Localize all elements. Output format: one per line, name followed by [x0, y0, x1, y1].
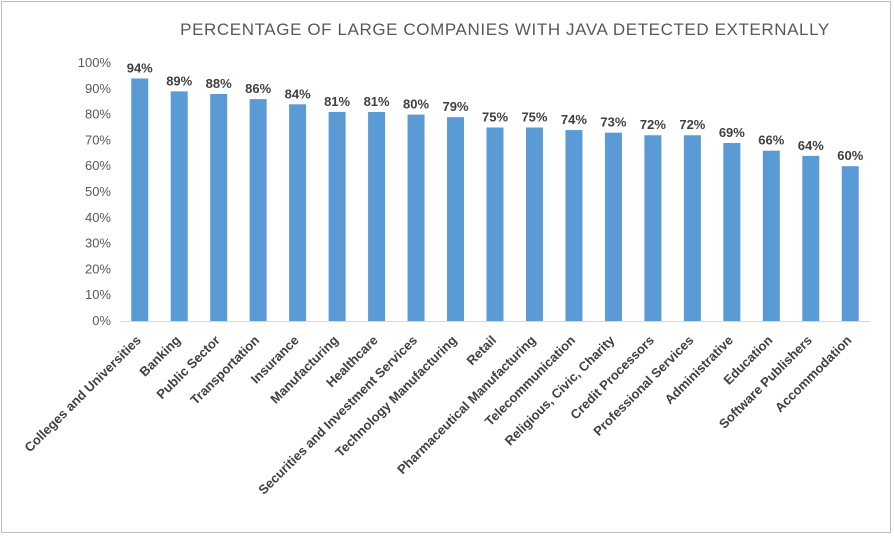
data-label: 60%	[837, 148, 863, 163]
x-tick-label: Manufacturing	[267, 332, 341, 406]
bar	[802, 155, 820, 321]
x-tick-label: Administrative	[661, 333, 735, 407]
y-tick-label: 50%	[85, 184, 111, 199]
data-labels: 94% 89% 88% 86% 84% 81% 81% 80% 79% 75% 75% 74% 73% 7…	[127, 60, 864, 163]
bar	[328, 112, 346, 322]
y-tick-label: 80%	[85, 107, 111, 122]
bar	[604, 132, 622, 321]
x-tick-label: Colleges and Universities	[21, 333, 143, 455]
data-label: 88%	[206, 76, 232, 91]
bar	[407, 114, 425, 321]
data-label: 84%	[285, 86, 311, 101]
y-tick-label: 20%	[85, 261, 111, 276]
data-label: 79%	[443, 99, 469, 114]
data-label: 94%	[127, 60, 153, 75]
bars	[131, 78, 859, 322]
bar	[249, 99, 267, 322]
data-label: 89%	[166, 73, 192, 88]
data-label: 81%	[324, 94, 350, 109]
data-label: 74%	[561, 112, 587, 127]
data-label: 72%	[679, 117, 705, 132]
bar	[170, 91, 188, 321]
data-label: 72%	[640, 117, 666, 132]
y-tick-label: 40%	[85, 210, 111, 225]
y-tick-label: 70%	[85, 132, 111, 147]
data-label: 64%	[798, 138, 824, 153]
bar	[289, 104, 307, 321]
bar	[841, 166, 859, 321]
data-label: 81%	[364, 94, 390, 109]
data-label: 73%	[600, 115, 626, 130]
x-tick-label: Transportation	[187, 332, 262, 407]
y-tick-label: 30%	[85, 236, 111, 251]
bar	[683, 135, 701, 321]
chart-title: PERCENTAGE OF LARGE COMPANIES WITH JAVA …	[180, 20, 830, 39]
data-label: 75%	[521, 110, 547, 125]
data-label: 69%	[719, 125, 745, 140]
bar	[723, 142, 741, 321]
y-tick-label: 0%	[92, 313, 111, 328]
y-tick-label: 60%	[85, 158, 111, 173]
y-tick-label: 90%	[85, 81, 111, 96]
y-tick-label: 100%	[78, 55, 112, 70]
bar	[447, 117, 465, 322]
y-axis: 0% 10% 20% 30% 40% 50% 60% 70% 80% 90% 100%	[78, 55, 112, 328]
bar	[131, 78, 149, 321]
x-tick-label: Retail	[463, 333, 499, 369]
bar	[368, 112, 386, 322]
bar	[486, 127, 504, 321]
data-label: 86%	[245, 81, 271, 96]
data-label: 66%	[758, 133, 784, 148]
bar	[525, 127, 543, 321]
bar	[762, 150, 780, 321]
y-tick-label: 10%	[85, 287, 111, 302]
bar	[565, 130, 583, 321]
data-label: 80%	[403, 97, 429, 112]
bar	[210, 93, 228, 322]
bar	[644, 135, 662, 321]
data-label: 75%	[482, 110, 508, 125]
